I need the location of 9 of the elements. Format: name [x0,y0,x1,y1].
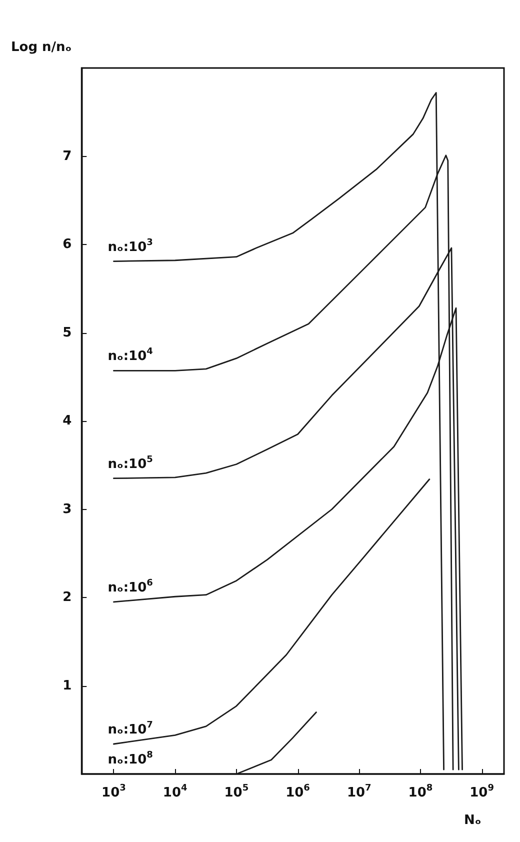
x-axis-title: Nₒ [464,813,482,828]
y-tick-label: 3 [62,502,72,517]
y-tick-label: 7 [62,148,72,164]
y-tick-label: 2 [62,590,72,605]
y-axis-title: Log n/nₒ [10,40,72,55]
y-tick-label: 4 [62,414,72,428]
y-tick-label: 1 [62,678,72,694]
y-tick-label: 5 [62,325,72,340]
y-tick-label: 6 [62,237,72,252]
